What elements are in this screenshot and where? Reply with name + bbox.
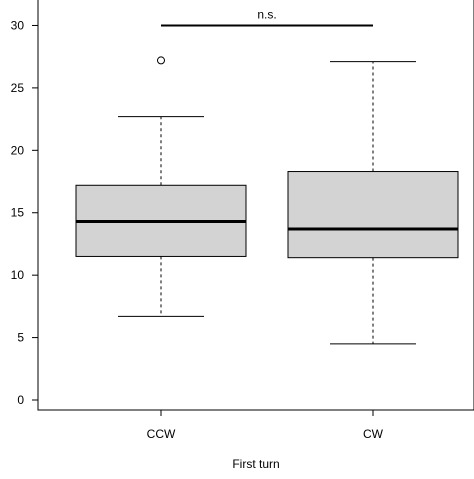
- outlier-ccw-0: [157, 56, 165, 65]
- x-tick-label-cw: CW: [363, 427, 384, 441]
- y-axis: 0 5 10 15 20 25 30: [11, 18, 38, 407]
- x-tick-label-ccw: CCW: [147, 427, 176, 441]
- y-tick-label-25: 25: [11, 81, 25, 95]
- boxes-group: [75, 56, 459, 345]
- iqr-box-cw: [287, 171, 459, 259]
- x-axis-label: First turn: [232, 457, 279, 471]
- significance-label-0: n.s.: [257, 7, 276, 21]
- y-tick-label-15: 15: [11, 206, 25, 220]
- box-ccw: [75, 56, 247, 317]
- x-axis: CCW CW: [147, 410, 384, 441]
- annotations-group: n.s.: [161, 7, 373, 27]
- y-tick-label-20: 20: [11, 143, 25, 157]
- y-tick-label-10: 10: [11, 268, 25, 282]
- plot-frame: [37, 0, 474, 411]
- y-tick-label-30: 30: [11, 18, 25, 32]
- box-cw: [287, 61, 459, 345]
- y-tick-label-0: 0: [17, 393, 24, 407]
- y-tick-label-5: 5: [17, 331, 24, 345]
